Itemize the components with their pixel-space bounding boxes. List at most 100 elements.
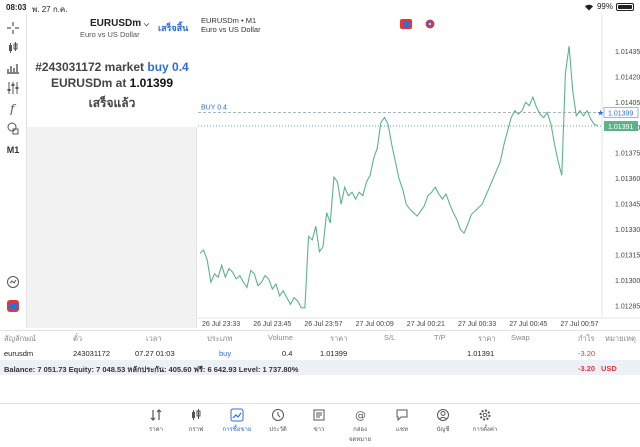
status-date: พ. 27 ก.ค. (32, 5, 68, 14)
col-type: ประเภท (207, 334, 233, 343)
objects-icon[interactable] (4, 120, 22, 136)
nav-settings[interactable]: การตั้งค่า (467, 408, 503, 434)
nav-mailbox[interactable]: @ กล่องจดหมาย (342, 408, 378, 444)
buy-price-box (603, 106, 639, 118)
nav-label: ข่าว (313, 427, 325, 433)
battery-percent: 99% (596, 2, 613, 11)
nav-news[interactable]: ข่าว (301, 408, 337, 434)
history-icon (272, 409, 284, 421)
trade-icon (230, 408, 244, 422)
candles-icon[interactable] (4, 40, 22, 56)
fill-summary: EURUSDm at 1.01399 (27, 76, 197, 90)
current-price-tag: 1.01391 (608, 124, 633, 131)
candles-icon (192, 409, 201, 420)
function-icon[interactable]: f (4, 100, 22, 116)
svg-text:f: f (9, 102, 17, 115)
mail-icon: @ (355, 409, 366, 422)
y-tick-label: 1.01435 (615, 49, 640, 56)
col-symbol: สัญลักษณ์ (4, 334, 37, 343)
row-profit: -3.20 (578, 349, 596, 358)
trade-toggle-icon[interactable] (4, 298, 22, 314)
x-tick-label: 26 Jul 23:33 (202, 321, 240, 328)
nav-history[interactable]: ประวัติ (260, 408, 296, 434)
y-tick-label: 1.01285 (615, 304, 640, 311)
nav-chart[interactable]: กราฟ (178, 408, 214, 434)
done-button[interactable]: เสร็จสิ้น (158, 23, 189, 33)
settings-sliders-icon[interactable] (4, 80, 22, 96)
gear-icon (479, 409, 491, 421)
chevron-down-icon: ⌵ (143, 21, 150, 28)
nav-label: แชท (396, 427, 408, 433)
col-tp: T/P (434, 333, 446, 342)
crosshair-icon[interactable] (4, 20, 22, 36)
x-tick-label: 27 Jul 00:45 (509, 321, 547, 328)
col-swap: Swap (511, 333, 530, 342)
fill-symbol: EURUSDm (50, 76, 113, 90)
status-bar: 08:03 พ. 27 ก.ค. 99% (0, 0, 640, 14)
col-volume: Volume (268, 333, 294, 342)
chat-icon (396, 409, 408, 422)
price-chart[interactable]: EURUSDm • M1 Euro vs US Dollar 1.01435 1.… (198, 14, 640, 328)
order-type: market (104, 60, 145, 74)
nav-label: การตั้งค่า (472, 427, 498, 433)
table-row[interactable]: eurusdm 243031172 07.27 01:03 buy 0.4 1.… (0, 346, 640, 360)
order-result-card (27, 14, 197, 127)
panel-symbol[interactable]: EURUSDm ⌵ (90, 18, 149, 29)
total-currency: USD (601, 364, 617, 373)
x-tick-label: 27 Jul 00:09 (356, 321, 394, 328)
y-tick-label: 1.01300 (615, 278, 640, 285)
chart-subtitle: Euro vs US Dollar (201, 25, 261, 34)
chart-tools-sidebar: f M1 (0, 14, 27, 328)
nav-label: การซื้อขาย (222, 427, 252, 433)
account-icon (437, 409, 449, 421)
bottom-nav: ราคา กราฟ การซื้อขาย ประวัติ ข่าว @ กล่อ… (0, 403, 640, 447)
order-summary: #243031172 market buy 0.4 (27, 60, 197, 74)
depth-icon[interactable] (424, 19, 436, 29)
positions-table-header: สัญลักษณ์ ตั๋ว เวลา ประเภท Volume ราคา S… (0, 330, 640, 343)
status-time: 08:03 (6, 3, 27, 12)
col-sl: S/L (384, 333, 396, 342)
row-type: buy (219, 349, 232, 358)
nav-account[interactable]: บัญชี (425, 408, 461, 434)
order-number: #243031172 (35, 60, 102, 74)
nav-label: กล่องจดหมาย (348, 427, 372, 443)
nav-label: ราคา (149, 427, 163, 433)
x-tick-label: 27 Jul 00:33 (458, 321, 496, 328)
panel-symbol-text: EURUSDm (90, 18, 142, 29)
panel-symbol-desc: Euro vs US Dollar (80, 30, 140, 39)
price-series-line (199, 46, 599, 309)
col-ticket: ตั๋ว (73, 334, 83, 343)
battery-icon (616, 2, 634, 11)
chart-plot: 1.014351.014201.014051.013901.013751.013… (198, 14, 640, 328)
one-click-trade-icon[interactable] (400, 19, 412, 29)
timeframe-button[interactable]: M1 (6, 145, 20, 155)
x-tick-label: 26 Jul 23:57 (304, 321, 342, 328)
nav-quotes[interactable]: ราคา (138, 408, 174, 434)
fill-at: at (115, 76, 127, 90)
indicators-icon[interactable] (4, 60, 22, 76)
x-tick-label: 26 Jul 23:45 (253, 321, 291, 328)
nav-label: ประวัติ (269, 427, 287, 433)
order-action: buy 0.4 (147, 60, 189, 74)
y-tick-label: 1.01420 (615, 74, 640, 81)
nav-label: กราฟ (188, 427, 204, 433)
y-tick-label: 1.01405 (615, 100, 640, 107)
nav-chat[interactable]: แชท (384, 408, 420, 434)
y-tick-label: 1.01345 (615, 202, 640, 209)
y-tick-label: 1.01315 (615, 253, 640, 260)
row-time: 07.27 01:03 (135, 349, 175, 358)
news-icon (313, 409, 325, 421)
col-profit: กำไร (578, 334, 595, 343)
col-comment: หมายเหตุ (605, 334, 636, 343)
row-price: 1.01399 (320, 349, 348, 358)
y-tick-label: 1.01375 (615, 151, 640, 158)
chart-title: EURUSDm • M1 (201, 16, 257, 25)
zoom-chart-icon[interactable] (4, 274, 22, 290)
total-profit: -3.20 (578, 364, 596, 373)
wifi-icon (584, 4, 593, 10)
nav-trade[interactable]: การซื้อขาย (219, 408, 255, 434)
balance-summary: Balance: 7 051.73 Equity: 7 048.53 หลักป… (4, 365, 299, 374)
status-right: 99% (584, 2, 634, 11)
balance-row: Balance: 7 051.73 Equity: 7 048.53 หลักป… (0, 360, 640, 375)
x-tick-label: 27 Jul 00:21 (407, 321, 445, 328)
